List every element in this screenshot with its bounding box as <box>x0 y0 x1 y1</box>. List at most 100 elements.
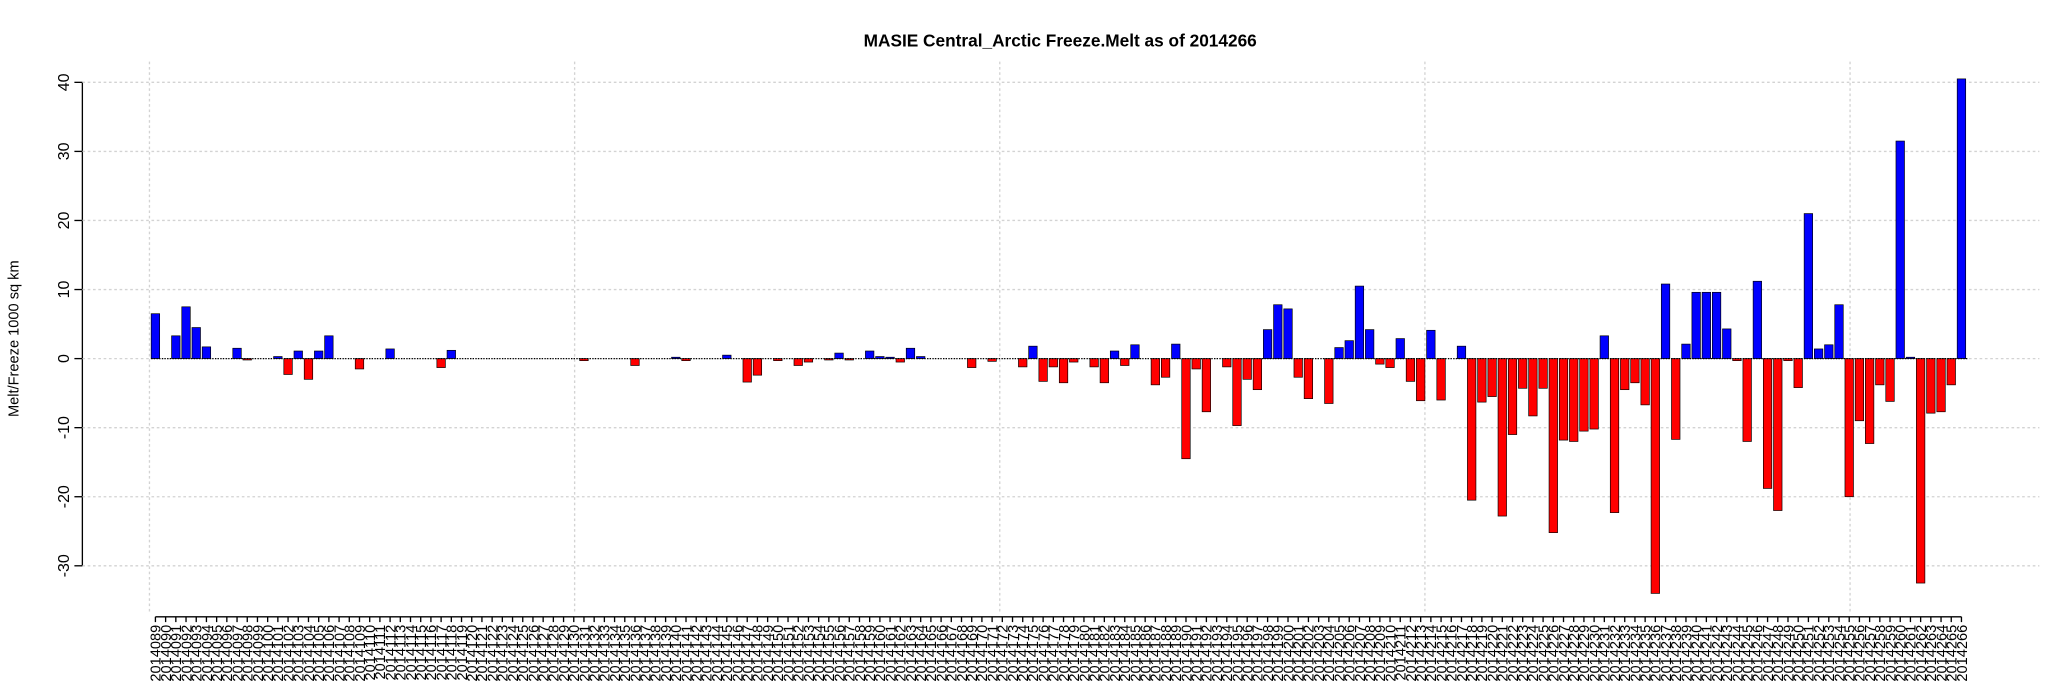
x-tick-label: 2014105 <box>312 625 328 682</box>
bar <box>1558 358 1569 441</box>
x-tick-label: 2014171 <box>985 625 1001 682</box>
x-tick-label: 2014136 <box>628 625 644 682</box>
bar <box>1803 213 1813 359</box>
x-tick-label: 2014218 <box>1465 625 1481 682</box>
x-tick-label: 2014126 <box>526 625 542 682</box>
bar <box>324 335 334 359</box>
x-tick-label: 2014135 <box>618 625 634 682</box>
x-tick-label: 2014107 <box>332 625 348 682</box>
x-tick-label: 2014249 <box>1781 625 1797 682</box>
x-tick-label: 2014177 <box>1047 625 1063 682</box>
bar <box>967 358 977 368</box>
x-tick-label: 2014128 <box>547 625 563 682</box>
bar <box>181 306 191 359</box>
bar <box>1058 358 1069 384</box>
x-tick-label: 2014243 <box>1720 625 1736 682</box>
bar <box>1793 358 1803 388</box>
x-tick-label: 2014226 <box>1547 625 1563 682</box>
bar <box>1681 343 1691 359</box>
bar <box>1150 358 1160 386</box>
bar <box>354 358 365 370</box>
bar <box>1895 140 1905 359</box>
bar <box>1783 358 1793 362</box>
bar <box>1324 358 1334 404</box>
x-tick-label: 2014127 <box>536 625 552 682</box>
bar <box>1507 358 1518 435</box>
bar <box>1416 358 1426 402</box>
x-tick-label: 2014245 <box>1740 625 1756 682</box>
x-tick-label: 2014244 <box>1730 625 1746 682</box>
x-tick-label: 2014259 <box>1883 625 1899 682</box>
x-tick-label: 2014165 <box>924 625 940 682</box>
x-tick-label: 2014265 <box>1945 625 1961 682</box>
x-tick-label: 2014252 <box>1812 625 1828 682</box>
bar <box>1660 283 1671 359</box>
x-tick-label: 2014179 <box>1067 625 1083 682</box>
bar <box>1752 280 1762 359</box>
bar <box>1538 358 1548 389</box>
x-tick-label: 2014230 <box>1587 625 1603 682</box>
bar <box>1038 358 1048 382</box>
x-tick-label: 2014239 <box>1679 625 1695 682</box>
bar <box>1436 358 1446 401</box>
x-tick-label: 2014227 <box>1557 625 1573 682</box>
x-tick-label: 2014172 <box>996 625 1012 682</box>
x-tick-label: 2014142 <box>690 625 706 682</box>
bar <box>865 350 875 359</box>
x-tick-label: 2014253 <box>1822 625 1838 682</box>
bar <box>1385 358 1395 368</box>
x-tick-label: 2014257 <box>1863 625 1879 682</box>
bar <box>1109 350 1120 359</box>
x-tick-label: 2014103 <box>292 625 308 682</box>
bar <box>150 313 161 359</box>
x-tick-label: 2014092 <box>179 625 195 682</box>
x-tick-label: 2014162 <box>894 625 910 682</box>
x-tick-label: 2014123 <box>496 625 512 682</box>
x-tick-label: 2014091 <box>169 625 185 682</box>
bar <box>1518 358 1528 389</box>
x-tick-label: 2014223 <box>1516 625 1532 682</box>
x-tick-label: 2014110 <box>363 625 379 681</box>
bar <box>232 347 242 359</box>
x-tick-label: 2014106 <box>322 625 338 682</box>
x-tick-label: 2014168 <box>955 625 971 682</box>
bar <box>1487 358 1497 397</box>
x-tick-label: 2014266 <box>1955 625 1971 682</box>
x-tick-label: 2014117 <box>434 625 450 681</box>
x-tick-label: 2014198 <box>1261 625 1277 682</box>
x-tick-label: 2014263 <box>1924 625 1940 682</box>
x-tick-label: 2014254 <box>1832 625 1848 682</box>
bar <box>314 350 324 359</box>
bar <box>1885 358 1895 402</box>
bar <box>1263 329 1273 359</box>
y-tick-label: 0 <box>56 354 73 363</box>
bar <box>171 335 181 359</box>
bar <box>1569 358 1579 442</box>
x-tick-label: 2014113 <box>394 625 410 681</box>
x-tick-label: 2014206 <box>1343 625 1359 682</box>
x-tick-label: 2014143 <box>700 625 716 682</box>
x-tick-label: 2014131 <box>577 625 593 682</box>
x-tick-label: 2014193 <box>1210 625 1226 682</box>
bar <box>1762 358 1773 489</box>
x-tick-label: 2014161 <box>883 625 899 682</box>
x-tick-label: 2014208 <box>1363 625 1379 682</box>
x-tick-label: 2014153 <box>802 625 818 682</box>
bar <box>1630 358 1640 384</box>
x-tick-label: 2014210 <box>1383 625 1399 682</box>
bar <box>1242 358 1252 380</box>
bar <box>1609 358 1620 513</box>
bar <box>1814 348 1824 359</box>
y-tick-label: -20 <box>56 485 73 508</box>
x-tick-label: 2014095 <box>210 625 226 682</box>
x-tick-label: 2014144 <box>710 625 726 682</box>
x-tick-label: 2014115 <box>414 625 430 681</box>
y-tick-label: 20 <box>56 211 73 229</box>
bar <box>1916 358 1926 584</box>
x-tick-label: 2014209 <box>1373 625 1389 682</box>
bar <box>273 356 283 359</box>
x-tick-label: 2014118 <box>445 625 461 681</box>
bar <box>1711 291 1722 359</box>
bar <box>1089 358 1099 368</box>
x-tick-label: 2014251 <box>1802 625 1818 682</box>
